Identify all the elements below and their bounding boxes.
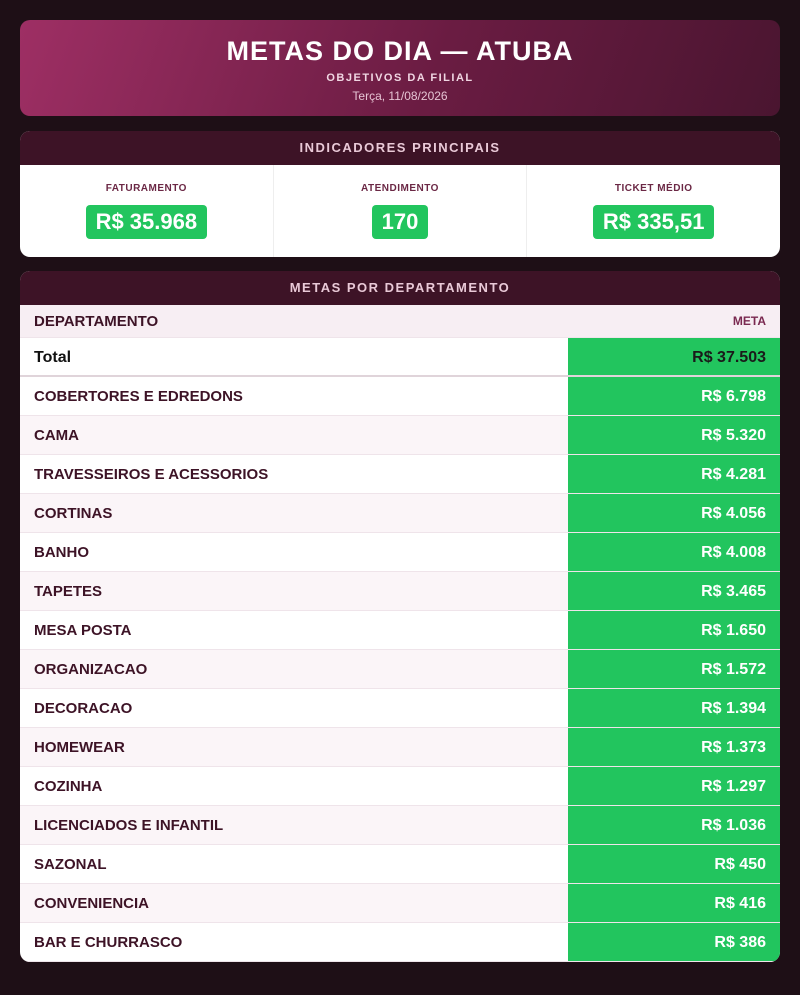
department-name: LICENCIADOS E INFANTIL — [20, 806, 568, 844]
table-row: LICENCIADOS E INFANTIL R$ 1.036 — [20, 806, 780, 845]
department-goal: R$ 386 — [568, 923, 780, 961]
department-goal: R$ 1.297 — [568, 767, 780, 805]
department-name: MESA POSTA — [34, 622, 132, 639]
department-name: TAPETES — [20, 572, 568, 610]
table-row: DECORACAO R$ 1.394 — [20, 689, 780, 728]
title: METAS DO DIA — ATUBA — [226, 36, 574, 66]
department-goal: R$ 4.008 — [568, 533, 780, 571]
header: METAS DO DIA — ATUBA OBJETIVOS DA FILIAL… — [20, 20, 780, 116]
table-row: COZINHA R$ 1.297 — [20, 767, 780, 806]
department-name: BANHO — [34, 544, 89, 561]
department-name: DECORACAO — [34, 700, 133, 717]
section-title: METAS POR DEPARTAMENTO — [20, 271, 780, 305]
table-row: COBERTORES E EDREDONS R$ 6.798 — [20, 377, 780, 416]
indicator-value: R$ 35.968 — [85, 205, 208, 239]
indicators: INDICADORES PRINCIPAIS FATURAMENTO R$ 35.… — [20, 131, 780, 257]
department-name: CONVENIENCIA — [20, 884, 568, 922]
table-row: CONVENIENCIA R$ 416 — [20, 884, 780, 923]
department-name: ORGANIZACAO — [20, 650, 568, 688]
total-label: Total — [34, 349, 72, 366]
department-name: COBERTORES E EDREDONS — [34, 388, 243, 405]
indicator-label: FATURAMENTO — [105, 183, 187, 194]
indicator-label: ATENDIMENTO — [361, 183, 439, 194]
header-cell: META — [732, 314, 766, 328]
subtitle: OBJETIVOS DA FILIAL — [326, 72, 474, 84]
table-row: ORGANIZACAO R$ 1.572 — [20, 650, 780, 689]
department-goal: R$ 1.373 — [568, 728, 780, 766]
department-table: METAS POR DEPARTAMENTO DEPARTAMENTO META T… — [20, 271, 780, 962]
department-name: TRAVESSEIROS E ACESSORIOS — [34, 466, 269, 483]
table-row: CAMA R$ 5.320 — [20, 416, 780, 455]
department-goal: R$ 6.798 — [568, 377, 780, 415]
table-row: HOMEWEAR R$ 1.373 — [20, 728, 780, 767]
indicator: FATURAMENTO R$ 35.968 — [20, 165, 274, 257]
table-row: TRAVESSEIROS E ACESSORIOS R$ 4.281 — [20, 455, 780, 494]
total-value: R$ 37.503 — [568, 338, 780, 375]
indicator-value: 170 — [371, 205, 429, 239]
table-row: TAPETES R$ 3.465 — [20, 572, 780, 611]
indicator: TICKET MÉDIO R$ 335,51 — [527, 165, 780, 257]
table-row: CORTINAS R$ 4.056 — [20, 494, 780, 533]
department-goal: R$ 1.036 — [568, 806, 780, 844]
department-goal: R$ 1.650 — [568, 611, 780, 649]
department-goal: R$ 1.394 — [568, 689, 780, 727]
header-cell: DEPARTAMENTO — [34, 313, 159, 330]
department-goal: R$ 5.320 — [568, 416, 780, 454]
total-row: Total R$ 37.503 — [20, 338, 780, 377]
table-row: MESA POSTA R$ 1.650 — [20, 611, 780, 650]
department-goal: R$ 4.281 — [568, 455, 780, 493]
indicator-label: TICKET MÉDIO — [614, 183, 693, 194]
indicator: ATENDIMENTO 170 — [274, 165, 528, 257]
department-name: BAR E CHURRASCO — [34, 934, 183, 951]
department-goal: R$ 450 — [568, 845, 780, 883]
table-body: DEPARTAMENTO META Total R$ 37.503 COBERTORES… — [20, 305, 780, 962]
department-name: CORTINAS — [20, 494, 568, 532]
department-goal: R$ 1.572 — [568, 650, 780, 688]
department-goal: R$ 3.465 — [568, 572, 780, 610]
department-goal: R$ 4.056 — [568, 494, 780, 532]
table-row: BANHO R$ 4.008 — [20, 533, 780, 572]
column-header: DEPARTAMENTO META — [20, 305, 780, 338]
indicator-list: FATURAMENTO R$ 35.968 ATENDIMENTO 170 TICKET… — [20, 165, 780, 257]
department-name: HOMEWEAR — [20, 728, 568, 766]
indicator-value: R$ 335,51 — [592, 205, 715, 239]
section-title: INDICADORES PRINCIPAIS — [20, 131, 780, 165]
department-name: SAZONAL — [34, 856, 107, 873]
department-name: CAMA — [20, 416, 568, 454]
department-goal: R$ 416 — [568, 884, 780, 922]
table-row: SAZONAL R$ 450 — [20, 845, 780, 884]
department-name: COZINHA — [34, 778, 103, 795]
date: Terça, 11/08/2026 — [352, 89, 448, 103]
table-row: BAR E CHURRASCO R$ 386 — [20, 923, 780, 962]
